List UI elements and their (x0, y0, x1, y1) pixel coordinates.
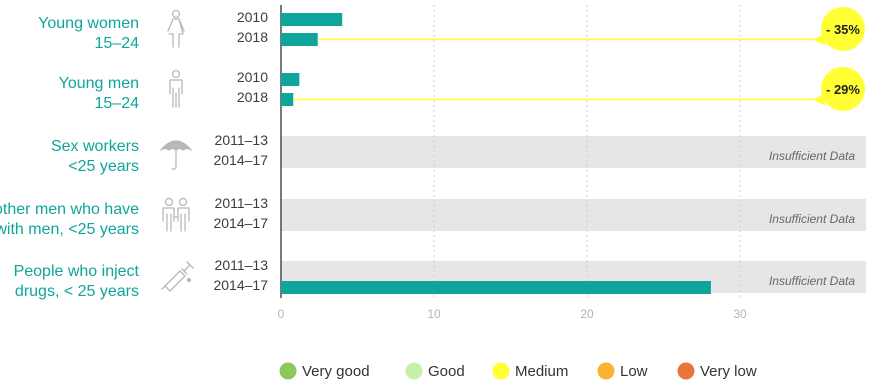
period-label: 2010 (237, 9, 268, 25)
legend-label: Very good (302, 363, 370, 380)
bar (281, 93, 294, 106)
change-pointer (813, 33, 825, 46)
group-label: sex with men, <25 years (0, 221, 139, 238)
legend-label: Medium (515, 363, 568, 380)
period-label: 2011–13 (215, 195, 269, 211)
period-label: 2018 (237, 29, 268, 45)
x-tick-label: 30 (733, 307, 747, 321)
group-label: <25 years (68, 158, 139, 175)
group-label: drugs, < 25 years (15, 283, 139, 300)
umbrella-icon (160, 140, 192, 170)
woman-icon (167, 9, 185, 48)
legend-swatch (492, 362, 510, 380)
x-tick-label: 10 (427, 307, 441, 321)
change-value: - 35% (826, 22, 860, 37)
insufficient-data-label: Insufficient Data (769, 274, 855, 288)
legend-swatch (279, 362, 297, 380)
insufficient-data-band (281, 199, 866, 231)
group-label: 15–24 (95, 95, 140, 112)
group-label: Gay and other men who have (0, 201, 139, 218)
change-value: - 29% (826, 82, 860, 97)
period-label: 2010 (237, 69, 268, 85)
legend-label: Very low (700, 363, 757, 380)
bar (281, 73, 300, 86)
group-label: 15–24 (95, 35, 140, 52)
syringe-icon (161, 261, 194, 292)
bar (281, 281, 711, 294)
legend-swatch (597, 362, 615, 380)
group-label: People who inject (14, 263, 140, 280)
insufficient-data-band (281, 136, 866, 168)
change-bubble (821, 7, 865, 51)
bar (281, 13, 343, 26)
legend-swatch (677, 362, 695, 380)
insufficient-data-label: Insufficient Data (769, 149, 855, 163)
change-bubble (821, 67, 865, 111)
period-label: 2011–13 (215, 132, 269, 148)
x-tick-label: 0 (278, 307, 285, 321)
x-tick-label: 20 (580, 307, 594, 321)
legend-label: Good (428, 363, 465, 380)
change-pointer (813, 93, 825, 106)
group-label: Young men (59, 75, 139, 92)
period-label: 2011–13 (215, 257, 269, 273)
legend-label: Low (620, 363, 648, 380)
group-label: Sex workers (51, 138, 139, 155)
man-icon (169, 69, 183, 108)
period-label: 2014–17 (213, 277, 268, 293)
period-label: 2014–17 (213, 152, 268, 168)
insufficient-data-label: Insufficient Data (769, 212, 855, 226)
two-men-icon (162, 197, 190, 232)
period-label: 2014–17 (213, 215, 268, 231)
legend-swatch (405, 362, 423, 380)
bar (281, 33, 318, 46)
period-label: 2018 (237, 89, 268, 105)
group-label: Young women (38, 15, 139, 32)
